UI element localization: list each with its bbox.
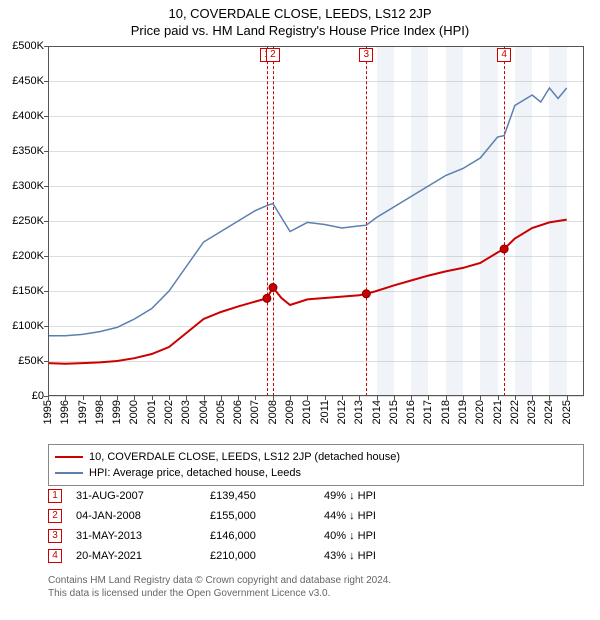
x-tick-label: 2007 xyxy=(249,400,261,424)
sales-row-delta: 40% ↓ HPI xyxy=(324,530,444,542)
x-tick-label: 2008 xyxy=(267,400,279,424)
x-tick-label: 1998 xyxy=(94,400,106,424)
sale-dot xyxy=(269,284,277,292)
y-axis: £0£50K£100K£150K£200K£250K£300K£350K£400… xyxy=(0,46,48,396)
x-tick-label: 2003 xyxy=(180,400,192,424)
y-tick-label: £50K xyxy=(18,355,44,367)
x-tick-label: 2012 xyxy=(336,400,348,424)
x-tick-label: 2024 xyxy=(543,400,555,424)
sales-row-num: 4 xyxy=(48,549,62,563)
sales-row-date: 31-MAY-2013 xyxy=(76,530,196,542)
sale-dot xyxy=(500,245,508,253)
x-tick-label: 2013 xyxy=(353,400,365,424)
legend-row: HPI: Average price, detached house, Leed… xyxy=(55,465,577,481)
x-tick-label: 2018 xyxy=(440,400,452,424)
sale-dot xyxy=(362,290,370,298)
sales-row-date: 04-JAN-2008 xyxy=(76,510,196,522)
sales-row-num: 2 xyxy=(48,509,62,523)
y-tick-label: £400K xyxy=(12,110,44,122)
x-tick-label: 2002 xyxy=(163,400,175,424)
x-tick-label: 2016 xyxy=(405,400,417,424)
x-axis: 1995199619971998199920002001200220032004… xyxy=(48,396,584,442)
x-tick-label: 2014 xyxy=(371,400,383,424)
y-tick-label: £350K xyxy=(12,145,44,157)
y-tick-label: £500K xyxy=(12,40,44,52)
legend-row: 10, COVERDALE CLOSE, LEEDS, LS12 2JP (de… xyxy=(55,449,577,465)
sales-row: 3 31-MAY-2013 £146,000 40% ↓ HPI xyxy=(48,526,584,546)
y-tick-label: £250K xyxy=(12,215,44,227)
sales-row-price: £139,450 xyxy=(210,490,310,502)
x-tick-label: 2015 xyxy=(388,400,400,424)
footer: Contains HM Land Registry data © Crown c… xyxy=(48,574,584,600)
sales-row: 1 31-AUG-2007 £139,450 49% ↓ HPI xyxy=(48,486,584,506)
y-tick-label: £100K xyxy=(12,320,44,332)
x-tick-label: 1999 xyxy=(111,400,123,424)
footer-line2: This data is licensed under the Open Gov… xyxy=(48,587,584,600)
x-tick-label: 1996 xyxy=(59,400,71,424)
sales-row-delta: 49% ↓ HPI xyxy=(324,490,444,502)
y-tick-label: £450K xyxy=(12,75,44,87)
x-tick-label: 2009 xyxy=(284,400,296,424)
y-tick-label: £200K xyxy=(12,250,44,262)
x-tick-label: 2021 xyxy=(492,400,504,424)
legend-label: 10, COVERDALE CLOSE, LEEDS, LS12 2JP (de… xyxy=(89,451,400,463)
x-tick-label: 2011 xyxy=(319,400,331,424)
sales-table: 1 31-AUG-2007 £139,450 49% ↓ HPI 2 04-JAN-200… xyxy=(48,486,584,566)
sales-row-price: £210,000 xyxy=(210,550,310,562)
sales-row-num: 1 xyxy=(48,489,62,503)
title-block: 10, COVERDALE CLOSE, LEEDS, LS12 2JP Pri… xyxy=(0,0,600,38)
sales-row-price: £155,000 xyxy=(210,510,310,522)
x-tick-label: 2023 xyxy=(526,400,538,424)
sales-row-num: 3 xyxy=(48,529,62,543)
chart-area: £0£50K£100K£150K£200K£250K£300K£350K£400… xyxy=(0,46,600,442)
plot-area: 1234 xyxy=(48,46,584,396)
series-svg xyxy=(48,46,584,396)
series-property xyxy=(48,220,567,364)
x-tick-label: 2020 xyxy=(474,400,486,424)
x-tick-label: 2005 xyxy=(215,400,227,424)
x-tick-label: 2004 xyxy=(198,400,210,424)
y-tick-label: £150K xyxy=(12,285,44,297)
legend-swatch xyxy=(55,456,83,458)
x-tick-label: 2000 xyxy=(128,400,140,424)
footer-line1: Contains HM Land Registry data © Crown c… xyxy=(48,574,584,587)
x-tick-label: 1997 xyxy=(77,400,89,424)
x-tick-label: 2019 xyxy=(457,400,469,424)
sales-row-price: £146,000 xyxy=(210,530,310,542)
title-subtitle: Price paid vs. HM Land Registry's House … xyxy=(0,23,600,38)
sales-row-date: 20-MAY-2021 xyxy=(76,550,196,562)
sales-row: 4 20-MAY-2021 £210,000 43% ↓ HPI xyxy=(48,546,584,566)
y-tick-label: £300K xyxy=(12,180,44,192)
legend-label: HPI: Average price, detached house, Leed… xyxy=(89,467,301,479)
sales-row-delta: 43% ↓ HPI xyxy=(324,550,444,562)
x-tick-label: 2006 xyxy=(232,400,244,424)
sale-dot xyxy=(263,294,271,302)
sales-row-date: 31-AUG-2007 xyxy=(76,490,196,502)
legend: 10, COVERDALE CLOSE, LEEDS, LS12 2JP (de… xyxy=(48,444,584,486)
x-tick-label: 2010 xyxy=(301,400,313,424)
x-tick-label: 2017 xyxy=(422,400,434,424)
x-tick-label: 1995 xyxy=(42,400,54,424)
sales-row-delta: 44% ↓ HPI xyxy=(324,510,444,522)
x-tick-label: 2001 xyxy=(146,400,158,424)
sales-row: 2 04-JAN-2008 £155,000 44% ↓ HPI xyxy=(48,506,584,526)
x-tick-label: 2025 xyxy=(561,400,573,424)
chart-container: 10, COVERDALE CLOSE, LEEDS, LS12 2JP Pri… xyxy=(0,0,600,620)
legend-swatch xyxy=(55,472,83,474)
title-address: 10, COVERDALE CLOSE, LEEDS, LS12 2JP xyxy=(0,6,600,21)
x-tick-label: 2022 xyxy=(509,400,521,424)
